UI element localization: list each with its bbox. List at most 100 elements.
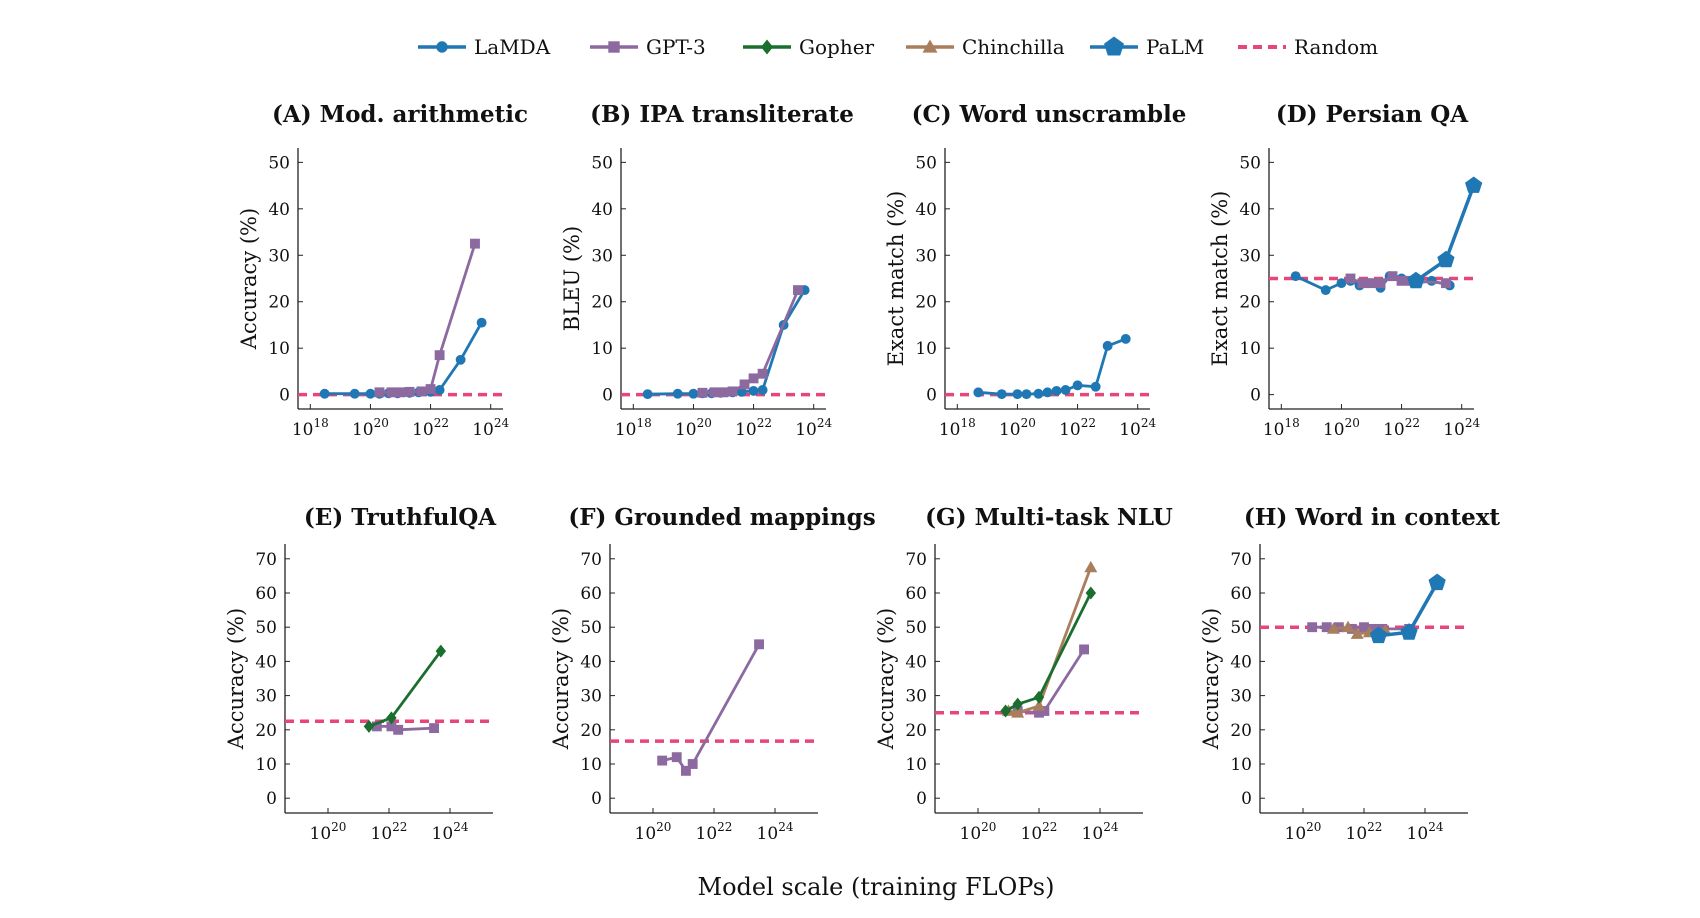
data-point — [1290, 271, 1301, 282]
data-point — [1084, 560, 1098, 573]
series-lamda — [319, 317, 487, 399]
y-tick-label: 50 — [255, 618, 277, 638]
y-tick-label: 10 — [255, 755, 277, 775]
y-tick-label: 0 — [1241, 789, 1252, 809]
legend-item-random: Random — [1238, 35, 1378, 59]
panel-title: (A) Mod. arithmetic — [272, 101, 528, 128]
data-point — [1336, 278, 1347, 289]
y-axis-label: Accuracy (%) — [549, 608, 573, 750]
x-tick-label: 1018 — [1263, 416, 1300, 440]
y-tick-label: 30 — [1230, 687, 1252, 707]
y-tick-label: 30 — [268, 246, 290, 266]
data-point — [754, 639, 765, 650]
data-point — [1357, 278, 1368, 289]
y-tick-label: 60 — [1230, 584, 1252, 604]
y-tick-label: 20 — [915, 293, 937, 313]
data-point — [434, 350, 445, 361]
data-point — [1350, 627, 1364, 639]
legend-item-palm: PaLM — [1090, 35, 1204, 59]
legend-label: Chinchilla — [962, 35, 1065, 59]
data-point — [657, 755, 668, 766]
data-point — [739, 379, 750, 390]
legend-item-chinchilla: Chinchilla — [906, 35, 1065, 59]
data-point — [1400, 623, 1418, 640]
data-point — [1079, 644, 1090, 655]
data-point — [1377, 623, 1388, 634]
x-axis-label: Model scale (training FLOPs) — [698, 873, 1055, 901]
y-tick-label: 60 — [905, 584, 927, 604]
data-point — [1033, 388, 1044, 399]
y-axis-label: Accuracy (%) — [1199, 608, 1223, 750]
y-tick-label: 30 — [255, 687, 277, 707]
data-point — [973, 387, 984, 398]
series-line — [1008, 566, 1093, 715]
data-point — [1032, 699, 1046, 711]
data-point — [1102, 340, 1113, 351]
data-point — [393, 724, 404, 735]
x-tick-label: 1020 — [1285, 820, 1322, 844]
data-point — [709, 387, 720, 398]
data-point — [1396, 275, 1407, 286]
data-point — [1033, 690, 1045, 704]
data-point — [429, 723, 440, 734]
data-point — [365, 388, 376, 399]
y-tick-label: 20 — [580, 721, 602, 741]
y-tick-label: 50 — [905, 618, 927, 638]
series-chinchilla — [1001, 560, 1098, 718]
legend-label: Random — [1294, 35, 1378, 59]
data-point — [1000, 704, 1011, 718]
data-point — [1011, 706, 1025, 718]
series-lamda — [973, 333, 1131, 400]
data-point — [1021, 389, 1032, 400]
legend-item-gpt-3: GPT-3 — [590, 35, 706, 59]
data-point — [363, 719, 375, 733]
data-point — [727, 386, 738, 397]
series-gpt-3 — [374, 238, 480, 398]
y-tick-label: 50 — [1230, 618, 1252, 638]
y-tick-label: 40 — [905, 652, 927, 672]
y-tick-label: 70 — [905, 550, 927, 570]
x-tick-label: 1020 — [635, 820, 672, 844]
y-tick-label: 10 — [905, 755, 927, 775]
data-point — [395, 387, 406, 398]
x-tick-label: 1020 — [675, 416, 712, 440]
legend: LaMDA GPT-3 Gopher Chinchilla PaLM Random — [418, 35, 1378, 59]
y-tick-label: 50 — [580, 618, 602, 638]
data-point — [757, 368, 768, 379]
y-tick-label: 30 — [915, 246, 937, 266]
y-axis-label: Accuracy (%) — [874, 608, 898, 750]
x-tick-label: 1022 — [696, 820, 733, 844]
y-tick-label: 50 — [268, 153, 290, 173]
y-tick-label: 40 — [1239, 200, 1261, 220]
data-point — [1320, 285, 1331, 296]
y-axis-label: Accuracy (%) — [237, 208, 261, 350]
data-point — [1428, 573, 1446, 591]
y-tick-label: 30 — [1239, 246, 1261, 266]
data-point — [718, 387, 729, 398]
data-point — [1039, 706, 1050, 716]
data-point — [1387, 271, 1398, 282]
legend-marker — [608, 41, 620, 53]
y-tick-label: 60 — [255, 584, 277, 604]
x-tick-label: 1022 — [1346, 820, 1383, 844]
x-tick-label: 1024 — [1119, 416, 1156, 440]
legend-marker — [922, 39, 938, 53]
x-tick-label: 1020 — [310, 820, 347, 844]
y-tick-label: 40 — [591, 200, 613, 220]
data-point — [374, 387, 385, 398]
data-point — [416, 386, 427, 397]
data-point — [1042, 387, 1053, 398]
data-point — [688, 388, 699, 399]
y-tick-label: 20 — [905, 721, 927, 741]
series-line — [661, 643, 761, 773]
x-tick-label: 1024 — [1407, 820, 1444, 844]
legend-label: LaMDA — [474, 35, 551, 59]
series-line — [368, 650, 442, 728]
data-point — [386, 387, 397, 398]
panel-title: (D) Persian QA — [1276, 101, 1469, 128]
data-point — [1366, 278, 1377, 289]
